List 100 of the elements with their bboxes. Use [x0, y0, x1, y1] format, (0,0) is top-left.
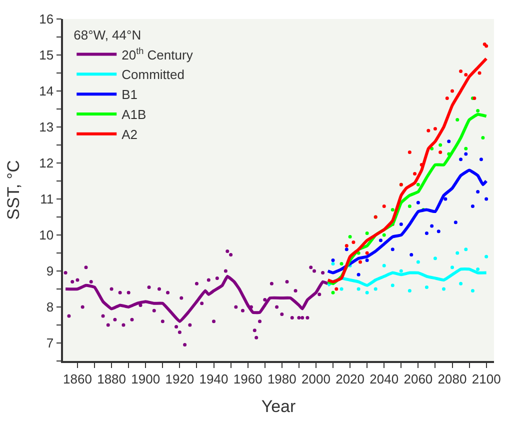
x-tick-label: 1860: [63, 371, 92, 386]
point: [464, 73, 468, 77]
point: [382, 264, 386, 268]
point: [306, 316, 310, 320]
x-tick-label: 2020: [336, 371, 365, 386]
point: [270, 282, 274, 286]
point: [224, 269, 228, 273]
point: [430, 224, 434, 228]
point: [447, 140, 451, 144]
point: [331, 258, 335, 262]
x-axis-title: Year: [261, 397, 296, 416]
point: [321, 271, 325, 275]
point: [390, 248, 394, 252]
point: [476, 190, 480, 194]
point: [378, 238, 382, 242]
point: [365, 258, 369, 262]
x-tick-label: 1880: [97, 371, 126, 386]
point: [382, 204, 386, 208]
point: [334, 287, 338, 291]
point: [300, 316, 304, 320]
point: [408, 289, 412, 293]
legend-title: 68°W, 44°N: [74, 27, 142, 42]
point: [430, 146, 434, 150]
point: [290, 316, 294, 320]
point: [438, 143, 442, 147]
y-tick-label: 8: [46, 300, 54, 315]
x-tick-label: 2080: [438, 371, 467, 386]
point: [294, 289, 298, 293]
point: [424, 231, 428, 235]
point: [365, 290, 369, 294]
point: [254, 336, 258, 340]
point: [252, 328, 256, 332]
y-tick-label: 12: [39, 156, 54, 171]
point: [344, 248, 348, 252]
point: [481, 136, 485, 140]
x-tick-label: 1920: [165, 371, 194, 386]
point: [70, 280, 74, 284]
point: [76, 278, 80, 282]
point: [459, 69, 463, 73]
point: [118, 290, 122, 294]
point: [478, 71, 482, 75]
point: [331, 290, 335, 294]
point: [340, 262, 344, 266]
point: [275, 305, 279, 309]
point: [110, 287, 114, 291]
point: [479, 158, 483, 162]
point: [147, 285, 151, 289]
point: [297, 316, 301, 320]
point: [318, 292, 322, 296]
point: [464, 146, 468, 150]
point: [358, 260, 362, 264]
y-tick-label: 11: [40, 192, 54, 207]
line-series: [326, 268, 488, 287]
point: [390, 208, 394, 212]
point: [484, 197, 488, 201]
point: [444, 197, 448, 201]
point: [194, 282, 198, 286]
y-tick-label: 7: [46, 336, 54, 351]
point: [89, 280, 93, 284]
point: [340, 287, 344, 291]
line-series: [326, 168, 488, 274]
point: [442, 287, 446, 291]
point: [280, 312, 284, 316]
point: [433, 256, 437, 260]
point: [424, 285, 428, 289]
point: [130, 318, 134, 322]
point: [258, 320, 262, 324]
legend-label: 20$^{th}$ Century: [122, 46, 194, 62]
point: [416, 200, 420, 204]
point: [352, 240, 356, 244]
point: [450, 89, 454, 93]
y-tick-label: 10: [39, 228, 54, 243]
x-tick-label: 1940: [199, 371, 228, 386]
x-tick-label: 2000: [302, 371, 330, 386]
point: [408, 150, 412, 154]
point: [464, 152, 468, 156]
point: [309, 266, 313, 270]
y-tick-label: 15: [39, 48, 54, 63]
point: [454, 220, 458, 224]
point: [356, 287, 360, 291]
point: [413, 172, 417, 176]
line-series: [64, 274, 330, 323]
point: [312, 269, 316, 273]
point: [200, 302, 204, 306]
y-tick-label: 16: [39, 12, 54, 27]
point: [408, 204, 412, 208]
point: [106, 323, 110, 327]
point: [160, 320, 164, 324]
point: [390, 284, 394, 288]
point: [356, 272, 360, 276]
point: [416, 182, 420, 186]
point: [84, 266, 88, 270]
point: [331, 262, 335, 266]
point: [470, 289, 474, 293]
x-tick-label: 2100: [472, 371, 501, 386]
point: [344, 244, 348, 248]
point: [215, 276, 219, 280]
point: [476, 109, 480, 113]
point: [484, 254, 488, 258]
point: [450, 266, 454, 270]
